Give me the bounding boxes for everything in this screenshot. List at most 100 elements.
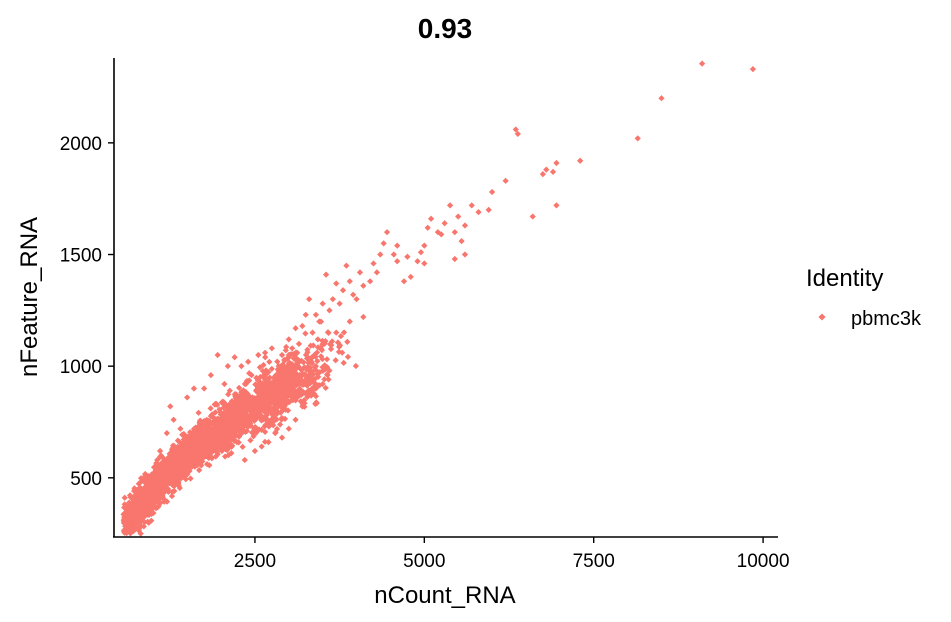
data-point	[325, 329, 332, 336]
data-point	[207, 371, 215, 379]
data-point	[296, 385, 303, 392]
data-point	[749, 66, 757, 73]
data-point	[135, 480, 142, 487]
data-point	[158, 476, 166, 483]
data-point	[221, 380, 228, 388]
data-point	[394, 258, 401, 265]
data-point	[299, 403, 306, 410]
data-point	[307, 342, 314, 349]
data-point	[255, 351, 262, 359]
data-point	[306, 296, 313, 303]
data-point	[308, 358, 315, 365]
data-point	[455, 213, 462, 220]
data-point	[311, 390, 318, 398]
data-point	[289, 397, 297, 404]
data-point	[258, 382, 265, 389]
data-point	[293, 393, 300, 400]
x-tick-label: 10000	[737, 551, 790, 572]
data-point	[306, 371, 313, 379]
data-point	[276, 385, 284, 393]
data-point	[231, 437, 238, 444]
data-point	[283, 343, 290, 351]
data-point	[292, 325, 299, 332]
data-point	[301, 397, 308, 404]
data-point	[339, 349, 346, 356]
data-point	[400, 278, 408, 285]
data-point	[241, 456, 248, 464]
data-point	[277, 421, 284, 428]
data-point	[268, 345, 275, 352]
y-tick-label: 1000	[60, 357, 102, 378]
data-point	[258, 417, 265, 424]
data-point	[314, 344, 322, 351]
data-point	[360, 282, 367, 289]
data-point	[353, 296, 360, 303]
data-point	[238, 389, 245, 396]
data-point	[319, 300, 326, 307]
data-point	[323, 356, 331, 363]
data-point	[214, 351, 221, 359]
data-point	[292, 362, 299, 369]
x-tick-label: 2500	[234, 551, 276, 572]
data-point	[262, 354, 269, 361]
data-point	[339, 287, 347, 294]
data-point	[441, 220, 448, 227]
data-point	[278, 434, 286, 441]
data-point	[350, 291, 357, 298]
data-point	[290, 351, 297, 358]
data-point	[377, 251, 384, 258]
data-point	[197, 449, 205, 457]
chart-title: 0.93	[418, 13, 473, 44]
data-point	[329, 296, 336, 303]
data-point	[238, 363, 245, 370]
data-point	[148, 510, 155, 517]
data-point	[313, 400, 320, 407]
data-point	[529, 213, 536, 220]
data-point	[168, 492, 176, 500]
data-point	[468, 202, 475, 209]
data-point	[129, 514, 137, 522]
data-point	[279, 392, 286, 399]
data-point	[284, 388, 291, 395]
data-point	[404, 253, 411, 260]
data-point	[337, 333, 345, 340]
data-point	[253, 429, 260, 436]
data-point	[352, 362, 359, 370]
data-point	[245, 358, 252, 365]
data-point	[373, 269, 381, 276]
data-point	[344, 353, 352, 360]
data-point	[321, 376, 328, 383]
data-point	[265, 423, 273, 430]
data-point	[539, 171, 547, 178]
data-point	[288, 386, 295, 393]
data-point	[322, 384, 329, 392]
data-point	[319, 340, 326, 347]
data-point	[308, 385, 316, 392]
data-point	[307, 367, 315, 374]
data-point	[285, 425, 292, 432]
data-point	[213, 449, 221, 456]
data-point	[317, 353, 325, 360]
data-point	[295, 380, 302, 387]
data-point	[346, 318, 353, 325]
data-point	[290, 371, 297, 378]
data-point	[278, 416, 285, 423]
legend-key-marker	[818, 313, 826, 321]
y-tick-label: 2000	[60, 134, 102, 155]
data-point	[261, 349, 269, 356]
data-point	[658, 95, 665, 102]
data-point	[162, 470, 170, 477]
data-point	[265, 385, 272, 392]
data-point	[297, 365, 304, 373]
data-point	[267, 395, 274, 402]
data-point	[292, 416, 299, 423]
data-point	[282, 379, 289, 386]
data-point	[258, 426, 265, 433]
data-point	[251, 447, 259, 455]
data-point	[461, 251, 469, 258]
data-point	[270, 381, 277, 388]
data-point	[239, 443, 246, 451]
data-point	[295, 340, 303, 347]
data-point	[255, 402, 262, 409]
